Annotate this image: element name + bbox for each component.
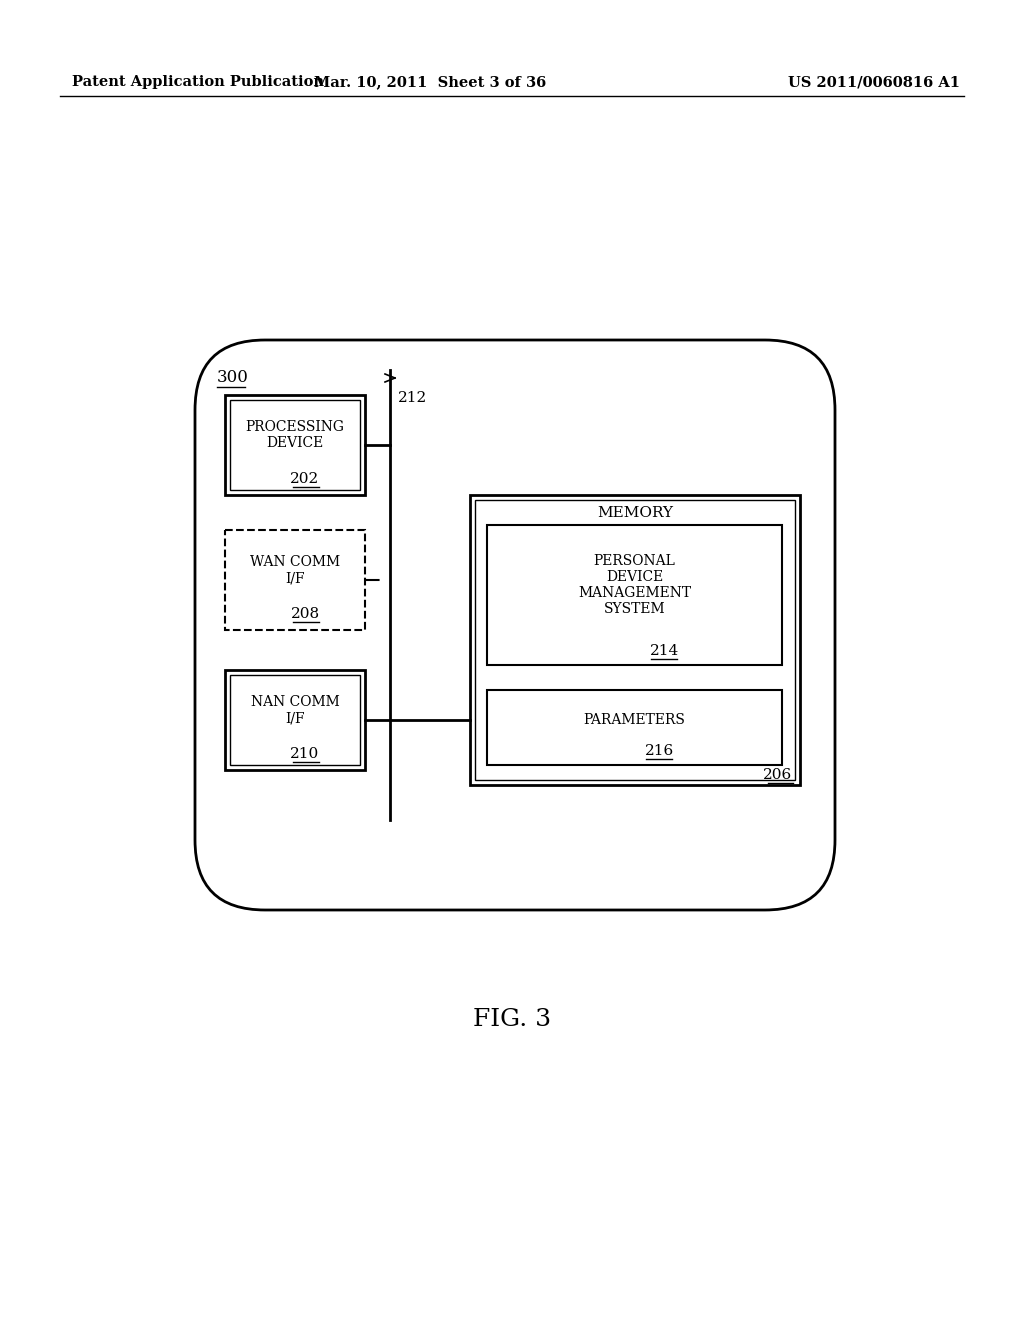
Text: Mar. 10, 2011  Sheet 3 of 36: Mar. 10, 2011 Sheet 3 of 36 [314, 75, 546, 88]
Bar [225, 395, 365, 495]
Text: US 2011/0060816 A1: US 2011/0060816 A1 [788, 75, 961, 88]
Bar [225, 671, 365, 770]
Text: FIG. 3: FIG. 3 [473, 1008, 551, 1031]
Bar [487, 525, 782, 665]
Bar [487, 690, 782, 766]
Bar [225, 531, 365, 630]
Text: NAN COMM
I/F: NAN COMM I/F [251, 694, 339, 725]
Bar [470, 495, 800, 785]
Text: MEMORY: MEMORY [597, 506, 673, 520]
Text: 212: 212 [398, 391, 427, 405]
Bar [230, 400, 360, 490]
Text: PERSONAL
DEVICE
MANAGEMENT
SYSTEM: PERSONAL DEVICE MANAGEMENT SYSTEM [578, 553, 691, 616]
Text: 206: 206 [763, 768, 792, 781]
Text: 214: 214 [650, 644, 679, 657]
Text: PARAMETERS: PARAMETERS [584, 713, 685, 726]
Text: WAN COMM
I/F: WAN COMM I/F [250, 554, 340, 585]
Text: PROCESSING
DEVICE: PROCESSING DEVICE [246, 420, 344, 450]
Text: 208: 208 [291, 607, 319, 620]
Text: Patent Application Publication: Patent Application Publication [72, 75, 324, 88]
Text: 202: 202 [291, 473, 319, 486]
Text: 216: 216 [645, 744, 674, 758]
Text: 210: 210 [291, 747, 319, 762]
FancyBboxPatch shape [195, 341, 835, 909]
Bar [230, 675, 360, 766]
Text: 300: 300 [217, 370, 249, 387]
Bar [475, 500, 795, 780]
